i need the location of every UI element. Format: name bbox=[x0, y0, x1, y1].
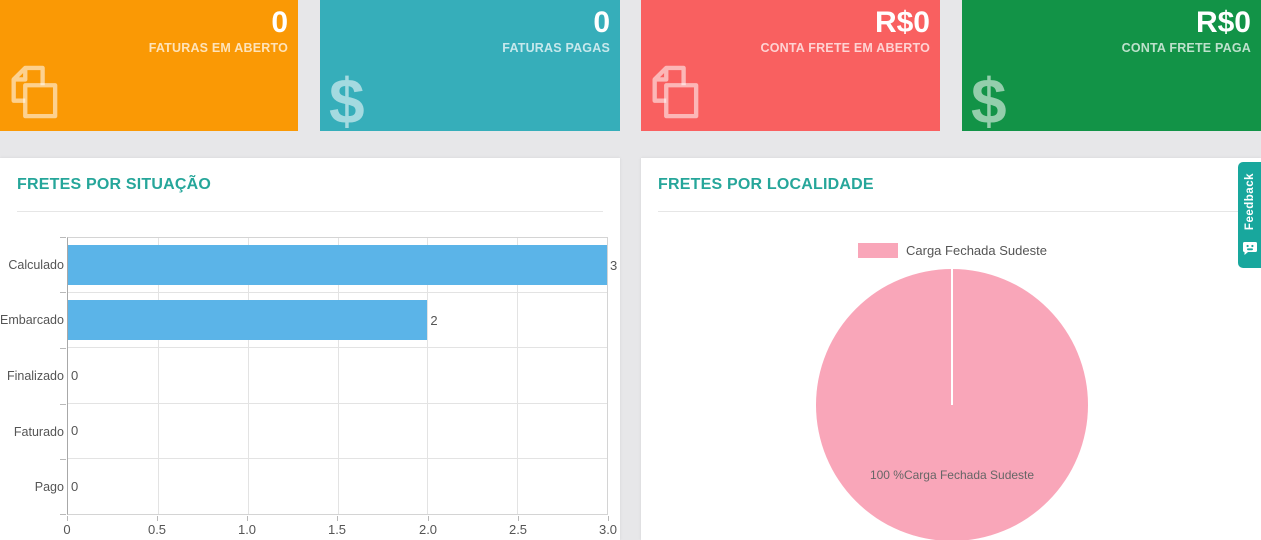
fretes-por-situacao-panel: FRETES POR SITUAÇÃO Calculado Embarcado … bbox=[0, 158, 620, 540]
y-axis-tick bbox=[60, 514, 66, 515]
kpi-card-conta-frete-paga[interactable]: R$0 CONTA FRETE PAGA $ bbox=[962, 0, 1261, 137]
gridline bbox=[157, 238, 159, 514]
copy-pages-icon bbox=[5, 65, 59, 124]
kpi-card-faturas-em-aberto[interactable]: 0 FATURAS EM ABERTO bbox=[0, 0, 298, 131]
bar-value-label: 3 bbox=[610, 257, 618, 273]
panel-title-fretes-por-situacao: FRETES POR SITUAÇÃO bbox=[17, 176, 212, 193]
pie-slice-label: 100 %Carga Fechada Sudeste bbox=[869, 468, 1035, 482]
legend-label: Carga Fechada Sudeste bbox=[906, 243, 1047, 258]
y-axis-tick bbox=[60, 237, 66, 238]
kpi-label: FATURAS PAGAS bbox=[502, 40, 610, 55]
legend-swatch bbox=[858, 243, 898, 258]
kpi-label: CONTA FRETE PAGA bbox=[1121, 40, 1251, 55]
category-label: Finalizado bbox=[6, 368, 64, 383]
x-axis-tick bbox=[337, 516, 338, 521]
x-tick-label: 2.5 bbox=[508, 522, 528, 537]
kpi-card-faturas-pagas[interactable]: 0 FATURAS PAGAS $ bbox=[320, 0, 620, 137]
x-tick-label: 0 bbox=[63, 522, 71, 537]
gridline bbox=[247, 238, 249, 514]
fretes-por-situacao-bar-chart: 3 2 0 0 0 bbox=[67, 237, 617, 515]
category-label: Embarcado bbox=[0, 313, 64, 328]
bar-row: 0 bbox=[68, 348, 607, 404]
kpi-value: 0 bbox=[271, 6, 288, 39]
gridline bbox=[427, 238, 429, 514]
dollar-icon: $ bbox=[329, 65, 365, 137]
category-label: Calculado bbox=[8, 257, 64, 272]
x-axis-tick bbox=[157, 516, 158, 521]
x-tick-label: 1.0 bbox=[237, 522, 257, 537]
x-axis-tick bbox=[247, 516, 248, 521]
x-tick-label: 2.0 bbox=[418, 522, 438, 537]
bar-value-label: 2 bbox=[430, 312, 438, 328]
pie-slice-boundary bbox=[951, 269, 953, 405]
bar-row: 0 bbox=[68, 459, 607, 514]
kpi-label: CONTA FRETE EM ABERTO bbox=[760, 40, 930, 55]
kpi-card-conta-frete-em-aberto[interactable]: R$0 CONTA FRETE EM ABERTO bbox=[641, 0, 940, 131]
kpi-value: 0 bbox=[593, 6, 610, 39]
divider bbox=[658, 211, 1244, 212]
divider bbox=[17, 211, 603, 212]
copy-pages-icon bbox=[646, 65, 700, 124]
category-label: Faturado bbox=[13, 424, 64, 439]
bar-calculado bbox=[68, 245, 607, 286]
kpi-value: R$0 bbox=[874, 6, 930, 39]
y-axis-tick bbox=[60, 404, 66, 405]
bar-row: 3 bbox=[68, 238, 617, 294]
bar-value-label: 0 bbox=[71, 367, 79, 383]
y-axis-tick bbox=[60, 459, 66, 460]
panel-title-fretes-por-localidade: FRETES POR LOCALIDADE bbox=[658, 176, 874, 193]
x-axis-tick bbox=[518, 516, 519, 521]
x-axis-tick bbox=[428, 516, 429, 521]
kpi-label: FATURAS EM ABERTO bbox=[148, 40, 288, 55]
bar-chart-category-labels: Calculado Embarcado Finalizado Faturado … bbox=[0, 237, 64, 515]
bar-value-label: 0 bbox=[71, 423, 79, 439]
dollar-icon: $ bbox=[971, 65, 1007, 137]
gridline bbox=[337, 238, 339, 514]
x-tick-label: 3.0 bbox=[598, 522, 618, 537]
y-axis-tick bbox=[60, 348, 66, 349]
x-axis-tick bbox=[608, 516, 609, 521]
bar-row: 2 bbox=[68, 293, 607, 349]
category-label: Pago bbox=[34, 480, 64, 495]
x-axis-tick bbox=[67, 516, 68, 521]
x-tick-label: 0.5 bbox=[147, 522, 167, 537]
x-tick-label: 1.5 bbox=[327, 522, 347, 537]
bar-row: 0 bbox=[68, 404, 607, 459]
gridline bbox=[517, 238, 519, 514]
kpi-value: R$0 bbox=[1195, 6, 1251, 39]
fretes-por-localidade-panel: FRETES POR LOCALIDADE Carga Fechada Sude… bbox=[641, 158, 1261, 540]
feedback-button-label: Feedback bbox=[1243, 173, 1256, 231]
bar-value-label: 0 bbox=[71, 478, 79, 494]
pie-legend: Carga Fechada Sudeste bbox=[858, 243, 1047, 258]
feedback-button[interactable]: Feedback bbox=[1238, 162, 1261, 268]
feedback-smiley-icon bbox=[1242, 242, 1257, 260]
bar-embarcado bbox=[68, 300, 428, 341]
y-axis-tick bbox=[60, 292, 66, 293]
